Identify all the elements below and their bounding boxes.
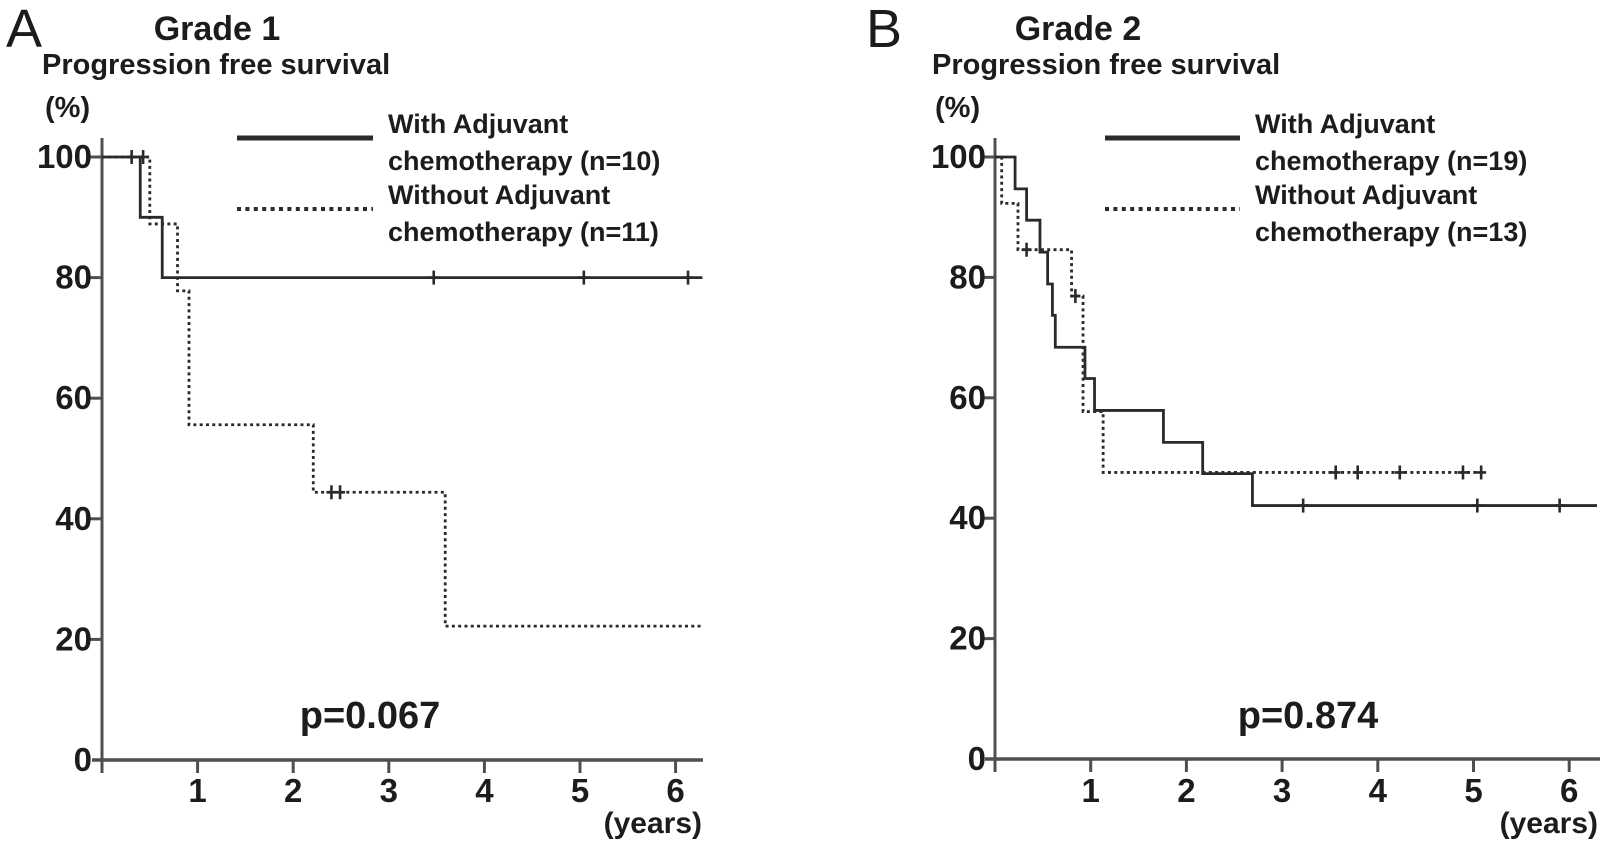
y-tick-label: 80: [949, 258, 986, 295]
x-tick-label: 4: [475, 772, 494, 809]
censor-mark-solid: [578, 270, 589, 285]
y-unit-label: (%): [935, 92, 980, 124]
censor-mark-solid: [683, 270, 694, 285]
y-tick-label: 40: [949, 499, 986, 536]
km-curve-without-adjuvant: [995, 155, 1484, 474]
panel-letter: A: [6, 0, 42, 59]
y-tick-label: 80: [55, 259, 92, 296]
legend-label: Without Adjuvant: [388, 180, 610, 210]
censor-mark-dotted: [1070, 289, 1081, 304]
legend: With Adjuvant chemotherapy (n=19) Without …: [1105, 109, 1527, 247]
x-tick-label: 3: [380, 772, 398, 809]
x-tick-label: 6: [1560, 772, 1578, 809]
x-tick-label: 6: [666, 772, 684, 809]
censor-mark-dotted: [335, 485, 346, 500]
y-tick-label: 60: [55, 379, 92, 416]
x-unit-label: (years): [1500, 807, 1598, 840]
x-tick-label: 2: [284, 772, 302, 809]
legend: With Adjuvant chemotherapy (n=10) Without …: [237, 109, 660, 247]
legend-label: chemotherapy (n=19): [1255, 146, 1527, 176]
y-tick-label: 20: [55, 620, 92, 657]
censor-mark-dotted: [1476, 465, 1487, 480]
y-tick-label: 60: [949, 379, 986, 416]
censor-mark-solid: [428, 270, 439, 285]
panel-letter: B: [866, 0, 902, 59]
y-tick-label: 100: [37, 138, 92, 175]
censor-mark-dotted: [1457, 465, 1468, 480]
x-tick-label: 3: [1273, 772, 1291, 809]
y-tick-label: 0: [968, 740, 986, 777]
p-value: p=0.874: [1238, 695, 1379, 737]
x-unit-label: (years): [604, 807, 702, 840]
legend-label: chemotherapy (n=11): [388, 217, 659, 247]
x-tick-label: 1: [1082, 772, 1100, 809]
legend-label: Without Adjuvant: [1255, 180, 1477, 210]
legend-label: With Adjuvant: [388, 109, 568, 139]
legend-label: With Adjuvant: [1255, 109, 1435, 139]
y-tick-label: 40: [55, 500, 92, 537]
x-tick-label: 2: [1177, 772, 1195, 809]
panel-subtitle: Progression free survival: [42, 49, 390, 81]
censor-mark-dotted: [1021, 242, 1032, 257]
km-curve-without-adjuvant: [102, 155, 703, 628]
x-tick-label: 5: [571, 772, 589, 809]
legend-label: chemotherapy (n=13): [1255, 217, 1527, 247]
panel-title: Grade 2: [1015, 10, 1142, 48]
panel-subtitle: Progression free survival: [932, 49, 1280, 81]
x-tick-label: 5: [1464, 772, 1482, 809]
censor-mark-dotted: [1394, 465, 1405, 480]
p-value: p=0.067: [300, 695, 441, 737]
panel-title: Grade 1: [154, 10, 281, 48]
censor-mark-solid: [1554, 498, 1565, 513]
y-tick-label: 20: [949, 620, 986, 657]
y-tick-label: 0: [74, 741, 92, 778]
censor-mark-dotted: [1330, 465, 1341, 480]
x-tick-label: 1: [188, 772, 206, 809]
y-unit-label: (%): [45, 92, 90, 124]
censor-mark-solid: [1298, 498, 1309, 513]
censor-mark-dotted: [1352, 465, 1363, 480]
censor-mark-dotted: [326, 485, 337, 500]
km-curve-with-adjuvant: [995, 155, 1597, 507]
legend-label: chemotherapy (n=10): [388, 146, 660, 176]
censor-mark-solid: [1472, 498, 1483, 513]
y-tick-label: 100: [931, 138, 986, 175]
x-tick-label: 4: [1369, 772, 1388, 809]
censor-mark-dotted: [138, 150, 149, 164]
